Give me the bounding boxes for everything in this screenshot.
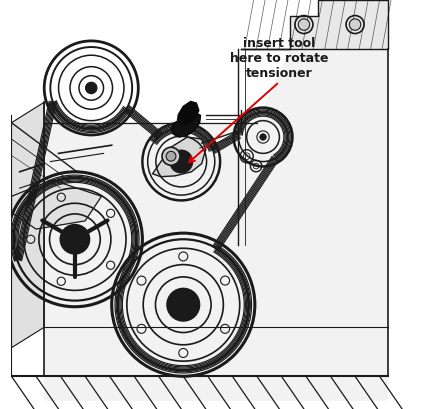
Circle shape <box>60 225 89 254</box>
Polygon shape <box>12 180 102 229</box>
Polygon shape <box>171 112 200 137</box>
Circle shape <box>86 82 97 94</box>
Polygon shape <box>12 102 44 348</box>
Circle shape <box>170 150 193 173</box>
Polygon shape <box>241 0 388 49</box>
Polygon shape <box>44 49 388 401</box>
Polygon shape <box>178 101 199 125</box>
Circle shape <box>349 19 361 30</box>
Text: insert tool
here to rotate
tensioner: insert tool here to rotate tensioner <box>230 37 329 80</box>
Polygon shape <box>152 137 206 177</box>
Circle shape <box>298 19 310 30</box>
Circle shape <box>162 147 180 165</box>
Circle shape <box>260 134 266 140</box>
Circle shape <box>167 288 200 321</box>
Circle shape <box>166 151 176 161</box>
